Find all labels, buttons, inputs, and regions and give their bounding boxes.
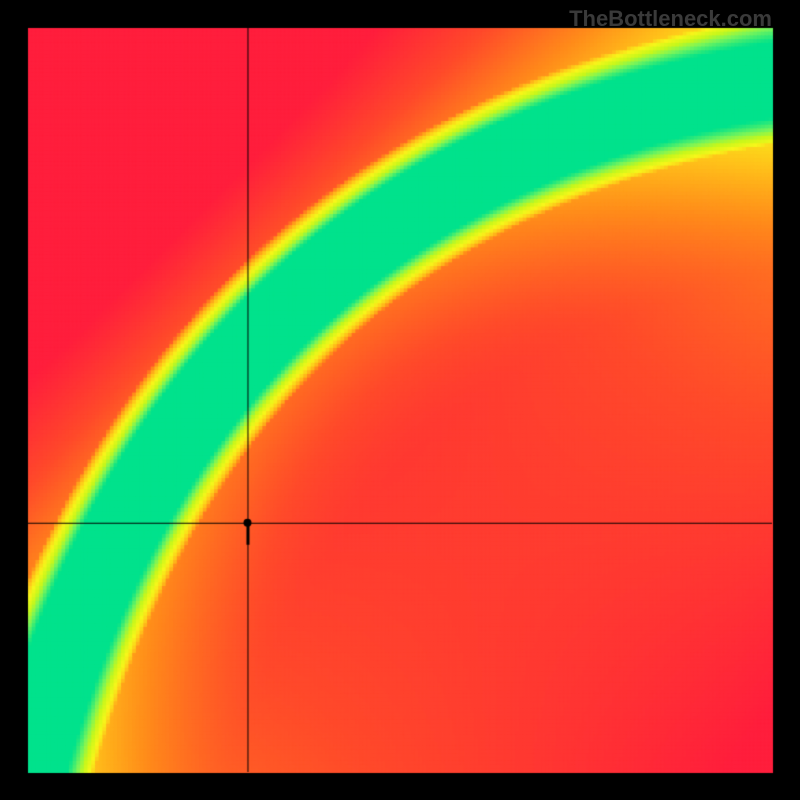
bottleneck-heatmap-canvas <box>0 0 800 800</box>
chart-container: TheBottleneck.com <box>0 0 800 800</box>
watermark-text: TheBottleneck.com <box>569 6 772 32</box>
